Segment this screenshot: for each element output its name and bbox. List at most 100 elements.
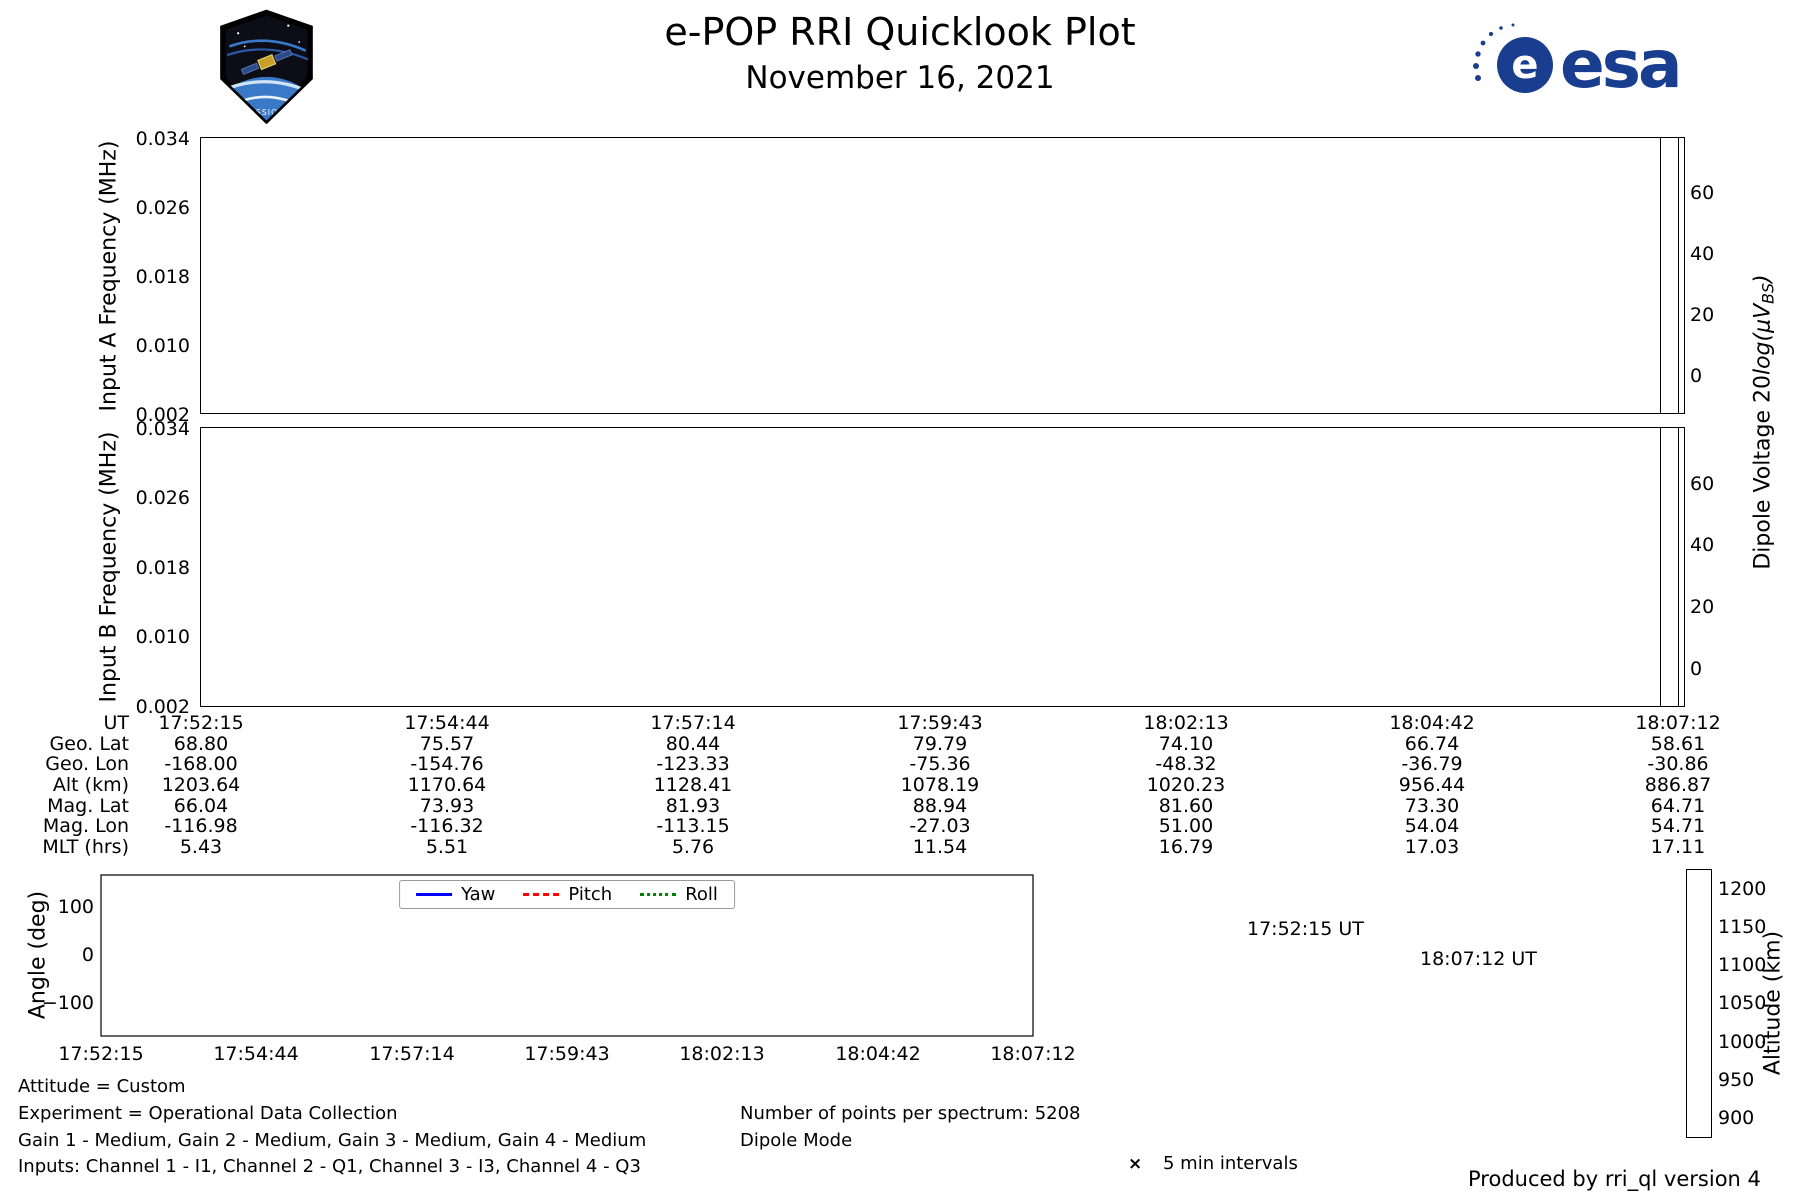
colorbar-b-canvas <box>1660 427 1685 707</box>
table-cell: -36.79 <box>1401 753 1463 775</box>
colorbar-label-suffix: ) <box>1750 274 1776 283</box>
table-cell: 51.00 <box>1158 815 1214 837</box>
colorbar-tick-label: 0 <box>1690 365 1703 387</box>
table-row: Alt (km) 1203.64 1170.64 1128.41 1078.19… <box>0 774 1800 796</box>
interval-marker-icon: × <box>1128 1154 1143 1174</box>
patch-label: CASSIOPE <box>243 108 290 117</box>
colorbar-tick-label: 40 <box>1690 243 1715 265</box>
freq-tick-label: 0.010 <box>135 335 190 357</box>
table-cell: 17:54:44 <box>404 712 490 734</box>
table-cell: 68.80 <box>173 733 229 755</box>
colorbar-tick-label: 20 <box>1690 304 1715 326</box>
table-cell: 73.30 <box>1404 795 1460 817</box>
table-cell: 17:57:14 <box>650 712 736 734</box>
attitude-note: Attitude = Custom <box>18 1076 186 1097</box>
table-cell: 1170.64 <box>407 774 487 796</box>
altitude-colorbar-canvas <box>1686 869 1712 1138</box>
table-cell: 1128.41 <box>653 774 733 796</box>
row-label: MLT (hrs) <box>42 836 129 858</box>
table-cell: 54.04 <box>1404 815 1460 837</box>
altitude-tick-label: 1100 <box>1718 954 1767 976</box>
spectrogram-a-ylabel: Input A Frequency (MHz) <box>96 140 122 412</box>
row-label: Geo. Lat <box>49 733 129 755</box>
table-cell: 58.61 <box>1650 733 1706 755</box>
mode-note: Dipole Mode <box>740 1130 853 1151</box>
pitch-line-sample <box>523 893 560 896</box>
altitude-colorbar-label: Altitude (km) <box>1760 930 1786 1076</box>
table-cell: -116.32 <box>410 815 484 837</box>
colorbar-label-math: log(μV <box>1750 303 1776 376</box>
esa-logo: e esa <box>1470 22 1683 108</box>
table-cell: 18:04:42 <box>1389 712 1475 734</box>
table-cell: 64.71 <box>1650 795 1706 817</box>
table-cell: -27.03 <box>909 815 971 837</box>
table-row: MLT (hrs) 5.43 5.51 5.76 11.54 16.79 17.… <box>0 836 1800 858</box>
table-cell: 18:02:13 <box>1143 712 1229 734</box>
ground-track-map <box>1110 870 1650 1137</box>
table-cell: -168.00 <box>164 753 238 775</box>
table-cell: 18:07:12 <box>1635 712 1721 734</box>
esa-emblem: e <box>1473 23 1553 93</box>
spectrogram-b-canvas <box>200 427 1679 707</box>
legend-entry-roll: Roll <box>640 884 718 905</box>
freq-tick-label: 0.034 <box>135 128 190 150</box>
table-cell: 66.04 <box>173 795 229 817</box>
track-end-label: 18:07:12 UT <box>1420 948 1537 970</box>
legend-label: Roll <box>685 884 718 905</box>
table-cell: -113.15 <box>656 815 730 837</box>
colorbar-tick-label: 60 <box>1690 182 1715 204</box>
angle-plot <box>100 874 1034 1037</box>
produced-by-note: Produced by rri_ql version 4 <box>1468 1167 1761 1191</box>
colorbar-a-canvas <box>1660 137 1685 414</box>
angle-ytick-label: 100 <box>57 896 94 918</box>
table-row: Geo. Lon -168.00 -154.76 -123.33 -75.36 … <box>0 753 1800 775</box>
altitude-tick-label: 900 <box>1718 1107 1755 1129</box>
spectrogram-a-canvas <box>200 137 1679 414</box>
figure-date: November 16, 2021 <box>745 60 1055 96</box>
table-cell: 88.94 <box>912 795 968 817</box>
angle-xtick-label: 17:59:43 <box>524 1043 610 1065</box>
table-cell: 66.74 <box>1404 733 1460 755</box>
table-cell: 79.79 <box>912 733 968 755</box>
angle-plot-frame <box>100 874 1034 1037</box>
freq-tick-label: 0.026 <box>135 197 190 219</box>
table-cell: 11.54 <box>912 836 968 858</box>
legend-entry-pitch: Pitch <box>523 884 612 905</box>
freq-tick-label: 0.018 <box>135 557 190 579</box>
table-cell: 73.93 <box>419 795 475 817</box>
table-cell: 80.44 <box>665 733 721 755</box>
table-cell: 17:52:15 <box>158 712 244 734</box>
table-cell: 956.44 <box>1398 774 1466 796</box>
freq-tick-label: 0.034 <box>135 418 190 440</box>
colorbar-tick-label: 20 <box>1690 596 1715 618</box>
figure-title: e-POP RRI Quicklook Plot <box>664 10 1136 54</box>
row-label: Mag. Lon <box>42 815 129 837</box>
colorbar-label-prefix: Dipole Voltage 20 <box>1750 375 1776 570</box>
table-cell: 1078.19 <box>900 774 980 796</box>
points-per-spectrum-note: Number of points per spectrum: 5208 <box>740 1103 1081 1124</box>
angle-xtick-label: 18:07:12 <box>990 1043 1076 1065</box>
freq-tick-label: 0.002 <box>135 696 190 718</box>
row-label: Geo. Lon <box>45 753 129 775</box>
table-cell: 74.10 <box>1158 733 1214 755</box>
table-cell: 1020.23 <box>1146 774 1226 796</box>
angle-xtick-label: 18:02:13 <box>679 1043 765 1065</box>
row-label: Mag. Lat <box>47 795 129 817</box>
row-label: Alt (km) <box>52 774 129 796</box>
colorbar-label: Dipole Voltage 20log(μVBS) <box>1751 274 1778 569</box>
table-cell: 5.76 <box>671 836 715 858</box>
table-cell: 17.03 <box>1404 836 1460 858</box>
freq-tick-label: 0.018 <box>135 266 190 288</box>
patch-satellite <box>240 49 293 75</box>
table-row: Mag. Lat 66.04 73.93 81.93 88.94 81.60 7… <box>0 795 1800 817</box>
angle-xtick-label: 17:57:14 <box>369 1043 455 1065</box>
spectrogram-b-ylabel: Input B Frequency (MHz) <box>96 431 122 703</box>
angle-ytick-label: 0 <box>81 944 94 966</box>
colorbar-label-sub: BS <box>1758 282 1778 304</box>
angle-xtick-label: 17:54:44 <box>213 1043 299 1065</box>
colorbar-tick-label: 0 <box>1690 658 1703 680</box>
freq-tick-label: 0.010 <box>135 626 190 648</box>
angle-xtick-label: 17:52:15 <box>58 1043 144 1065</box>
angle-ytick-label: −100 <box>41 992 94 1014</box>
legend-label: Yaw <box>461 884 496 905</box>
